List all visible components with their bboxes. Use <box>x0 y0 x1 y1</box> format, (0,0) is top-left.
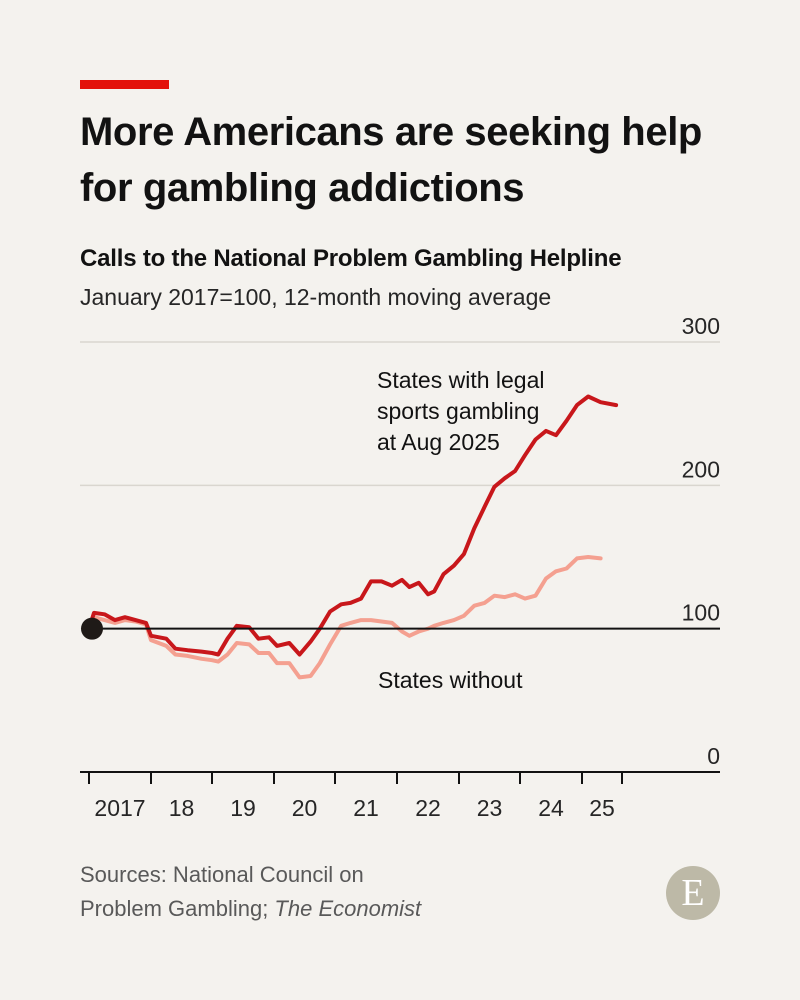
series-line-states-without <box>87 555 603 680</box>
x-tick-label-20: 20 <box>292 795 318 821</box>
y-tick-label-0: 0 <box>707 743 720 769</box>
y-tick-label-300: 300 <box>682 313 720 339</box>
headline: More Americans are seeking help for gamb… <box>80 110 702 210</box>
y-tick-label-100: 100 <box>682 600 720 626</box>
chart-subtitle: January 2017=100, 12-month moving averag… <box>80 284 552 310</box>
x-tick-label-23: 23 <box>477 795 503 821</box>
index-start-dot <box>81 617 103 640</box>
annotation-legal-states-line-2: sports gambling <box>377 398 539 424</box>
economist-logo: E <box>666 866 720 920</box>
annotation-legal-states-line-3: at Aug 2025 <box>377 429 500 455</box>
sources-note: Sources: National Council on Problem Gam… <box>80 858 421 926</box>
annotation-legal-states-line-1: States with legal <box>377 367 544 393</box>
sources-publisher: The Economist <box>274 896 422 921</box>
x-tick-label-2017: 2017 <box>94 795 145 821</box>
annotation-states-without: States without <box>378 667 523 693</box>
x-tick-label-18: 18 <box>169 795 195 821</box>
y-tick-label-200: 200 <box>682 456 720 482</box>
x-tick-label-25: 25 <box>589 795 615 821</box>
x-tick-label-22: 22 <box>415 795 441 821</box>
x-tick-label-19: 19 <box>230 795 256 821</box>
sources-line-1: Sources: National Council on <box>80 862 364 887</box>
accent-bar <box>80 80 169 89</box>
sources-prefix: Problem Gambling; <box>80 896 275 921</box>
chart-title: Calls to the National Problem Gambling H… <box>80 245 622 272</box>
series-line-legal-states <box>87 394 619 657</box>
x-tick-label-21: 21 <box>353 795 379 821</box>
sources-line-2: Problem Gambling; The Economist <box>80 892 421 926</box>
x-tick-label-24: 24 <box>538 795 564 821</box>
